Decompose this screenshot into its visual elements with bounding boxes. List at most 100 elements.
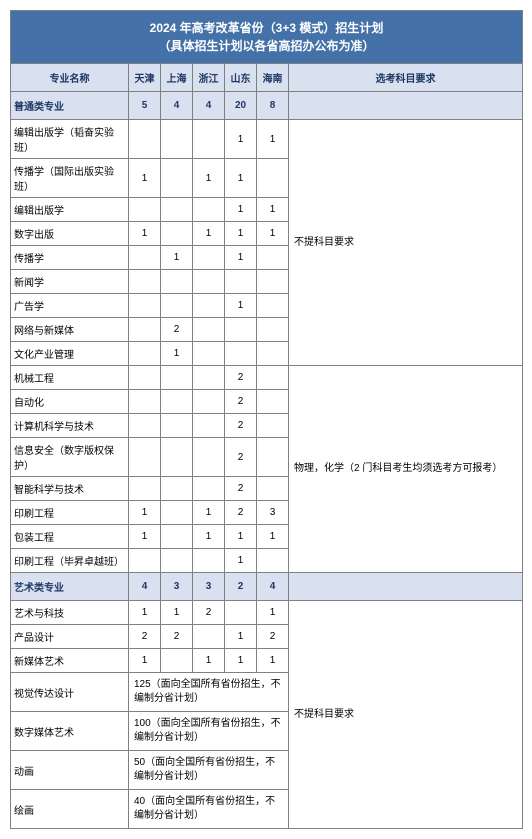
category-value: 2 — [225, 573, 257, 601]
major-name: 数字出版 — [11, 222, 129, 246]
category-req-empty — [289, 92, 523, 120]
plan-value — [257, 366, 289, 390]
national-plan-note: 125（面向全国所有省份招生，不编制分省计划） — [129, 673, 289, 712]
plan-value: 1 — [193, 159, 225, 198]
plan-value — [193, 549, 225, 573]
plan-value — [193, 366, 225, 390]
category-value: 4 — [129, 573, 161, 601]
plan-value — [129, 390, 161, 414]
national-plan-note: 40（面向全国所有省份招生，不编制分省计划） — [129, 790, 289, 829]
major-name: 印刷工程（毕昇卓越班） — [11, 549, 129, 573]
major-name: 绘画 — [11, 790, 129, 829]
plan-value — [193, 390, 225, 414]
major-name: 文化产业管理 — [11, 342, 129, 366]
category-value: 20 — [225, 92, 257, 120]
major-name: 传播学（国际出版实验班） — [11, 159, 129, 198]
plan-value — [257, 477, 289, 501]
plan-value — [257, 246, 289, 270]
plan-value — [161, 525, 193, 549]
category-value: 4 — [257, 573, 289, 601]
category-row: 普通类专业544208 — [11, 92, 523, 120]
plan-value: 2 — [225, 501, 257, 525]
plan-value — [225, 601, 257, 625]
plan-value: 2 — [225, 414, 257, 438]
plan-value — [193, 270, 225, 294]
major-name: 印刷工程 — [11, 501, 129, 525]
plan-value — [129, 120, 161, 159]
major-name: 包装工程 — [11, 525, 129, 549]
plan-value: 1 — [257, 601, 289, 625]
major-name: 数字媒体艺术 — [11, 712, 129, 751]
plan-value: 1 — [193, 222, 225, 246]
header-province-shandong: 山东 — [225, 64, 257, 92]
major-name: 动画 — [11, 751, 129, 790]
plan-value: 2 — [161, 318, 193, 342]
table-row: 机械工程2物理，化学（2 门科目考生均须选考方可报考） — [11, 366, 523, 390]
plan-value: 1 — [129, 159, 161, 198]
header-row: 专业名称 天津 上海 浙江 山东 海南 选考科目要求 — [11, 64, 523, 92]
plan-value: 2 — [193, 601, 225, 625]
plan-value: 3 — [257, 501, 289, 525]
plan-value: 1 — [129, 601, 161, 625]
plan-value — [161, 390, 193, 414]
header-province-hainan: 海南 — [257, 64, 289, 92]
plan-value — [129, 549, 161, 573]
plan-value — [161, 120, 193, 159]
plan-value — [161, 649, 193, 673]
plan-value — [257, 159, 289, 198]
title-line-1: 2024 年高考改革省份（3+3 模式）招生计划 — [15, 19, 518, 37]
plan-value: 2 — [225, 477, 257, 501]
plan-value: 1 — [129, 525, 161, 549]
plan-value — [193, 414, 225, 438]
header-province-tianjin: 天津 — [129, 64, 161, 92]
plan-value — [161, 222, 193, 246]
major-name: 产品设计 — [11, 625, 129, 649]
header-province-shanghai: 上海 — [161, 64, 193, 92]
plan-value: 1 — [193, 501, 225, 525]
category-value: 8 — [257, 92, 289, 120]
plan-value: 2 — [225, 366, 257, 390]
major-name: 网络与新媒体 — [11, 318, 129, 342]
category-value: 3 — [161, 573, 193, 601]
header-major: 专业名称 — [11, 64, 129, 92]
plan-value — [193, 198, 225, 222]
plan-value: 2 — [225, 390, 257, 414]
plan-value — [129, 318, 161, 342]
plan-value — [129, 342, 161, 366]
plan-value: 1 — [257, 525, 289, 549]
major-name: 新媒体艺术 — [11, 649, 129, 673]
plan-value: 1 — [225, 649, 257, 673]
plan-value — [161, 294, 193, 318]
major-name: 新闻学 — [11, 270, 129, 294]
major-name: 机械工程 — [11, 366, 129, 390]
plan-value: 1 — [225, 120, 257, 159]
plan-value: 1 — [225, 294, 257, 318]
plan-value: 1 — [225, 549, 257, 573]
plan-value — [193, 438, 225, 477]
plan-value: 2 — [161, 625, 193, 649]
title-line-2: （具体招生计划以各省高招办公布为准） — [15, 37, 518, 55]
requirement-cell: 不提科目要求 — [289, 120, 523, 366]
plan-value — [225, 342, 257, 366]
plan-value: 2 — [129, 625, 161, 649]
plan-value — [225, 270, 257, 294]
requirement-cell: 物理，化学（2 门科目考生均须选考方可报考） — [289, 366, 523, 573]
plan-value — [161, 414, 193, 438]
plan-value: 1 — [225, 246, 257, 270]
plan-value — [193, 120, 225, 159]
plan-value — [257, 414, 289, 438]
category-row: 艺术类专业43324 — [11, 573, 523, 601]
plan-value — [161, 549, 193, 573]
plan-value — [129, 477, 161, 501]
plan-value — [129, 294, 161, 318]
plan-value: 1 — [257, 198, 289, 222]
major-name: 传播学 — [11, 246, 129, 270]
plan-value: 1 — [129, 222, 161, 246]
plan-value: 2 — [257, 625, 289, 649]
category-value: 4 — [161, 92, 193, 120]
plan-value — [257, 549, 289, 573]
category-req-empty — [289, 573, 523, 601]
plan-value — [257, 342, 289, 366]
table-row: 编辑出版学（韬奋实验班）11不提科目要求 — [11, 120, 523, 159]
plan-value: 1 — [225, 198, 257, 222]
